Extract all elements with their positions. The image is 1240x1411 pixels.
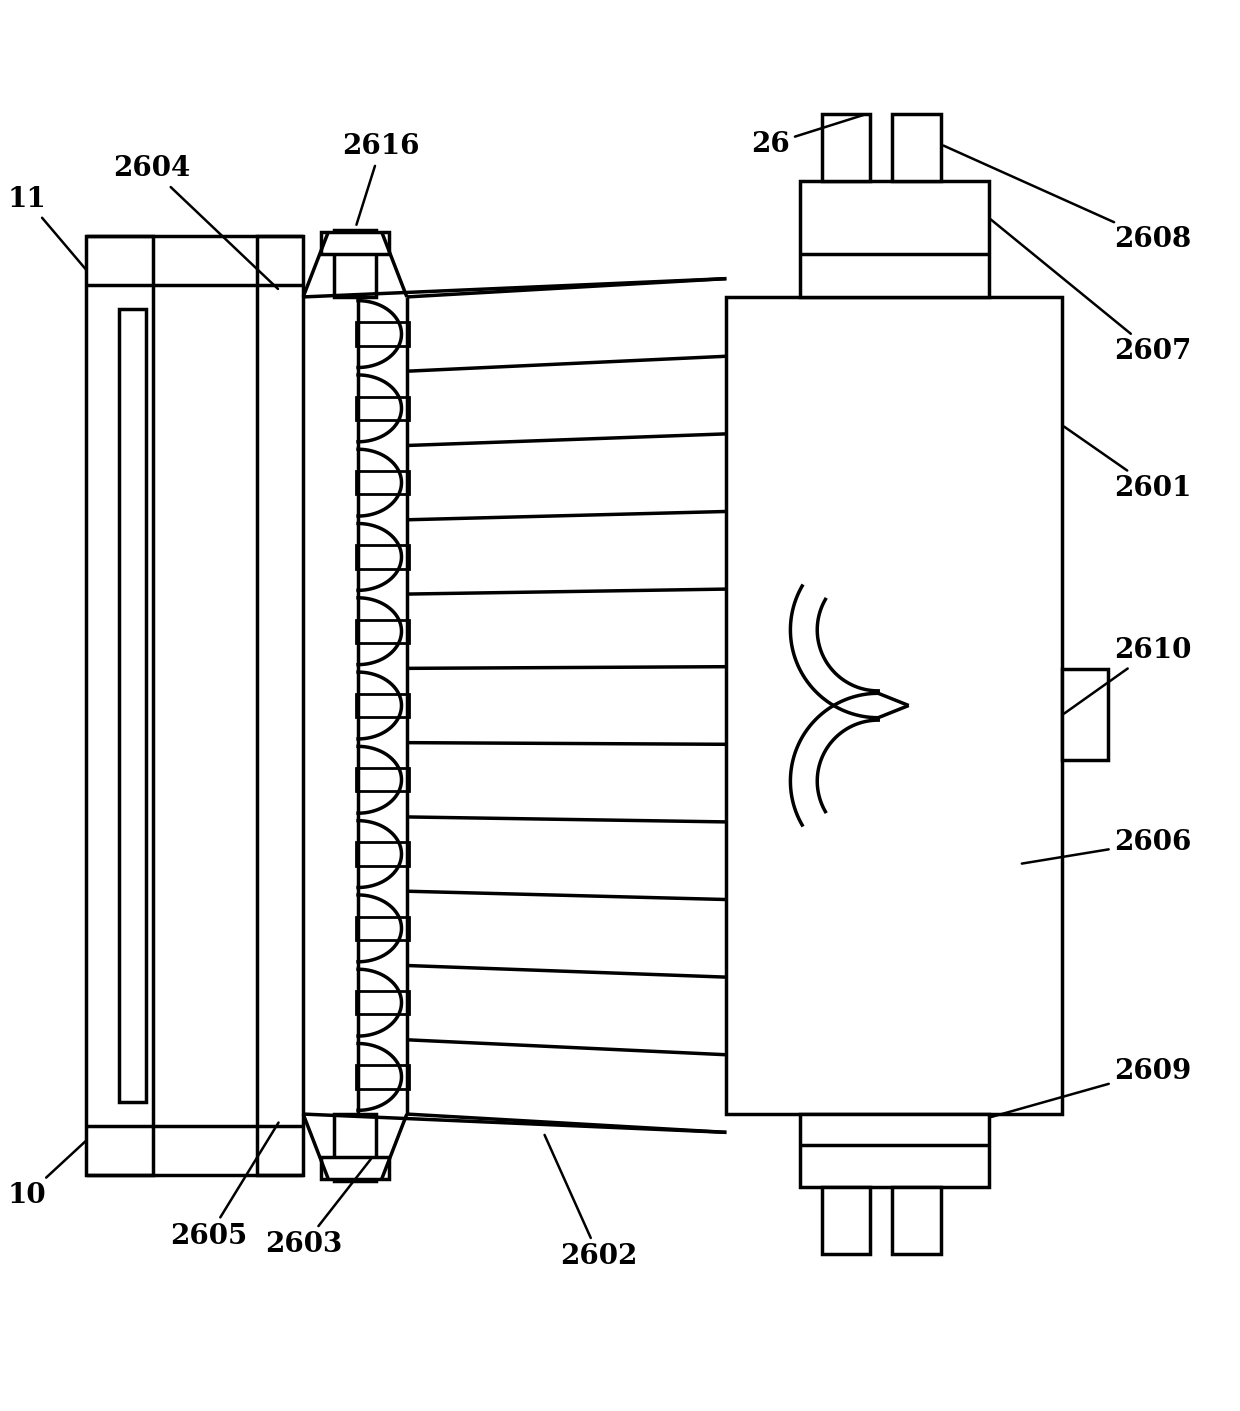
Bar — [356, 768, 409, 792]
Bar — [119, 309, 146, 1102]
Bar — [356, 1065, 409, 1088]
Bar — [334, 230, 377, 296]
Bar — [800, 181, 988, 296]
Bar — [356, 471, 409, 494]
Bar — [1061, 669, 1109, 761]
Bar — [321, 233, 388, 254]
Bar — [356, 991, 409, 1015]
Text: 2606: 2606 — [1022, 828, 1192, 864]
Bar — [356, 917, 409, 940]
Text: 2605: 2605 — [170, 1123, 279, 1250]
Text: 2607: 2607 — [991, 219, 1192, 365]
Bar — [822, 114, 870, 181]
Text: 2604: 2604 — [113, 155, 278, 289]
Text: 2616: 2616 — [342, 134, 419, 224]
Bar — [356, 323, 409, 346]
Bar — [893, 1187, 941, 1254]
Text: 10: 10 — [7, 1140, 87, 1209]
Text: 2601: 2601 — [1064, 426, 1192, 502]
Bar — [356, 619, 409, 643]
Text: 26: 26 — [750, 114, 864, 158]
Text: 2608: 2608 — [944, 145, 1192, 253]
Bar — [321, 1157, 388, 1178]
Text: 2610: 2610 — [1064, 638, 1192, 714]
Bar — [356, 694, 409, 717]
Bar — [86, 236, 154, 1175]
Bar — [822, 1187, 870, 1254]
Bar — [893, 114, 941, 181]
Bar — [257, 236, 303, 1175]
Text: 11: 11 — [7, 186, 87, 271]
Bar — [334, 1115, 377, 1181]
Bar — [356, 842, 409, 866]
Text: 2602: 2602 — [544, 1134, 637, 1270]
Bar — [800, 1115, 988, 1187]
Bar — [727, 296, 1061, 1115]
Bar — [356, 545, 409, 569]
Bar — [356, 396, 409, 420]
Text: 2603: 2603 — [265, 1158, 371, 1259]
Text: 2609: 2609 — [991, 1058, 1192, 1118]
